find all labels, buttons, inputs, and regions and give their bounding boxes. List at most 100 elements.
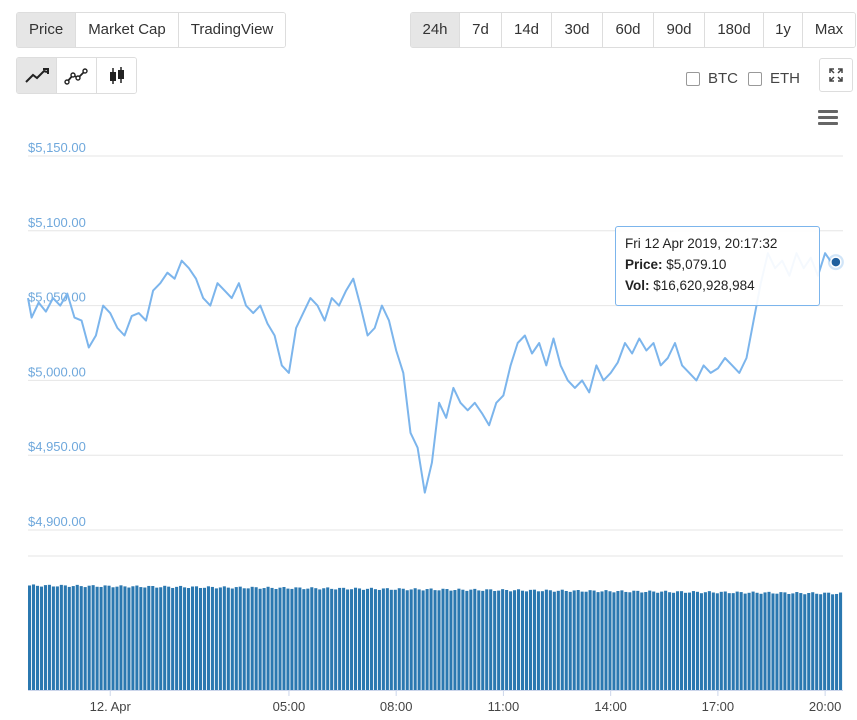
hover-marker-layer: [827, 254, 844, 271]
volume-bar: [421, 590, 425, 690]
price-line-layer: [27, 252, 837, 494]
volume-bar: [703, 592, 707, 690]
volume-bar: [28, 585, 32, 690]
volume-bar: [465, 590, 469, 690]
volume-bar: [779, 592, 783, 690]
volume-bar: [409, 589, 413, 690]
x-axis-labels: 12. Apr 05:00 08:00 11:00 14:00 17:00 20:00: [90, 690, 841, 714]
range-tab-180d[interactable]: 180d: [705, 13, 764, 47]
range-tab-90d[interactable]: 90d: [654, 13, 705, 47]
volume-bar: [672, 592, 676, 690]
range-tab-1y[interactable]: 1y: [764, 13, 803, 47]
volume-bar: [540, 591, 544, 690]
range-tab-60d[interactable]: 60d: [603, 13, 654, 47]
volume-bar: [179, 585, 183, 690]
volume-bar: [715, 593, 719, 690]
volume-bar: [155, 587, 159, 690]
x-tick-label: 12. Apr: [90, 699, 132, 714]
chart-type-group: [16, 57, 137, 94]
volume-bar: [588, 590, 592, 690]
volume-bar: [636, 590, 640, 690]
volume-bar: [469, 589, 473, 690]
volume-bar: [687, 592, 692, 690]
volume-bar: [393, 589, 397, 690]
volume-bar: [759, 593, 763, 690]
volume-bar: [83, 587, 87, 690]
btc-label: BTC: [708, 70, 738, 87]
volume-bar: [775, 593, 779, 690]
volume-bar: [238, 586, 242, 690]
x-tick-label: 17:00: [702, 699, 735, 714]
volume-bar: [656, 592, 660, 690]
volume-bar: [731, 593, 735, 690]
volume-bar: [485, 589, 489, 690]
eth-label: ETH: [770, 70, 800, 87]
volume-bar: [262, 588, 266, 690]
y-tick-label: $4,950.00: [28, 439, 86, 454]
volume-bar: [354, 587, 358, 690]
volume-bar: [600, 591, 604, 690]
volume-bar: [91, 585, 95, 690]
volume-bar: [342, 587, 346, 690]
view-tab-market-cap[interactable]: Market Cap: [76, 13, 179, 47]
range-tab-14d[interactable]: 14d: [502, 13, 552, 47]
volume-bar: [835, 593, 839, 690]
volume-bar: [628, 592, 632, 690]
volume-bar: [489, 589, 493, 690]
volume-bar: [75, 584, 79, 690]
volume-bar: [413, 588, 417, 690]
range-tab-max[interactable]: Max: [803, 13, 855, 47]
volume-bar: [548, 590, 552, 690]
volume-bar: [306, 588, 310, 690]
volume-bar: [47, 584, 51, 690]
volume-bar: [330, 588, 334, 690]
volume-bar: [767, 591, 771, 690]
compare-eth-checkbox[interactable]: ETH: [748, 70, 800, 87]
volume-bar: [302, 589, 306, 690]
volume-bar: [397, 588, 401, 690]
volume-bar: [584, 591, 588, 690]
btc-checkbox-box[interactable]: [686, 71, 700, 86]
volume-bar: [314, 588, 318, 690]
expand-button[interactable]: [819, 58, 853, 92]
volume-bar: [727, 593, 731, 690]
volume-bar: [385, 588, 389, 690]
volume-bar: [167, 586, 171, 690]
compare-btc-checkbox[interactable]: BTC: [686, 70, 738, 87]
volume-bar: [326, 587, 330, 690]
volume-bars: [28, 584, 843, 690]
line-markers-chart-button[interactable]: [57, 58, 97, 93]
volume-bar: [51, 586, 55, 690]
volume-bar: [608, 591, 612, 690]
range-tab-24h[interactable]: 24h: [411, 13, 460, 47]
view-tab-price[interactable]: Price: [17, 13, 77, 47]
hamburger-menu-icon[interactable]: [817, 108, 839, 126]
volume-bar: [250, 586, 254, 690]
volume-bar: [528, 589, 533, 690]
volume-bar: [839, 592, 843, 690]
volume-bar: [536, 591, 540, 690]
volume-bar: [652, 591, 656, 690]
volume-bar: [807, 593, 811, 690]
volume-bar: [751, 591, 755, 690]
range-tab-30d[interactable]: 30d: [552, 13, 603, 47]
volume-bar: [198, 587, 203, 690]
volume-bar: [35, 585, 40, 690]
candlestick-chart-button[interactable]: [97, 58, 136, 93]
tooltip-vol-label: Vol:: [625, 278, 650, 293]
volume-bar: [612, 592, 616, 690]
chart-tooltip: Fri 12 Apr 2019, 20:17:32 Price: $5,079.…: [615, 226, 820, 306]
volume-bar: [377, 589, 381, 690]
view-tab-tradingview[interactable]: TradingView: [178, 13, 286, 47]
volume-bar: [445, 589, 449, 690]
range-tab-7d[interactable]: 7d: [460, 13, 502, 47]
volume-bar: [707, 591, 711, 690]
volume-bar: [544, 589, 548, 690]
eth-checkbox-box[interactable]: [748, 71, 762, 86]
volume-bar: [795, 592, 799, 690]
volume-bar: [55, 586, 59, 690]
line-chart-button[interactable]: [17, 58, 57, 93]
y-axis-labels: $5,150.00 $5,100.00 $5,050.00 $5,000.00 $4,9…: [28, 140, 86, 529]
volume-bar: [389, 589, 393, 690]
